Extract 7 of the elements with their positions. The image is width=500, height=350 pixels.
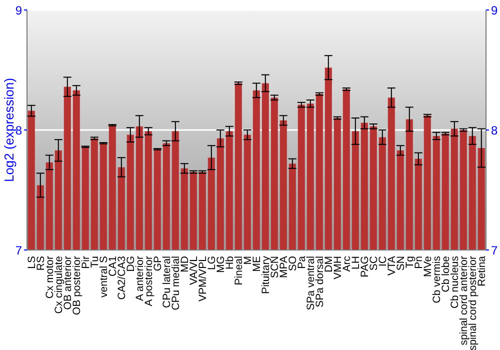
- y2-tick-label: 7: [491, 243, 498, 258]
- y-axis-title: Log2 (expression): [2, 78, 17, 182]
- y-tick-label: 8: [15, 123, 22, 138]
- y-tick-label: 9: [15, 3, 22, 18]
- y-tick-label: 7: [15, 243, 22, 258]
- y2-tick-label: 8: [491, 123, 498, 138]
- y2-tick-label: 9: [491, 3, 498, 18]
